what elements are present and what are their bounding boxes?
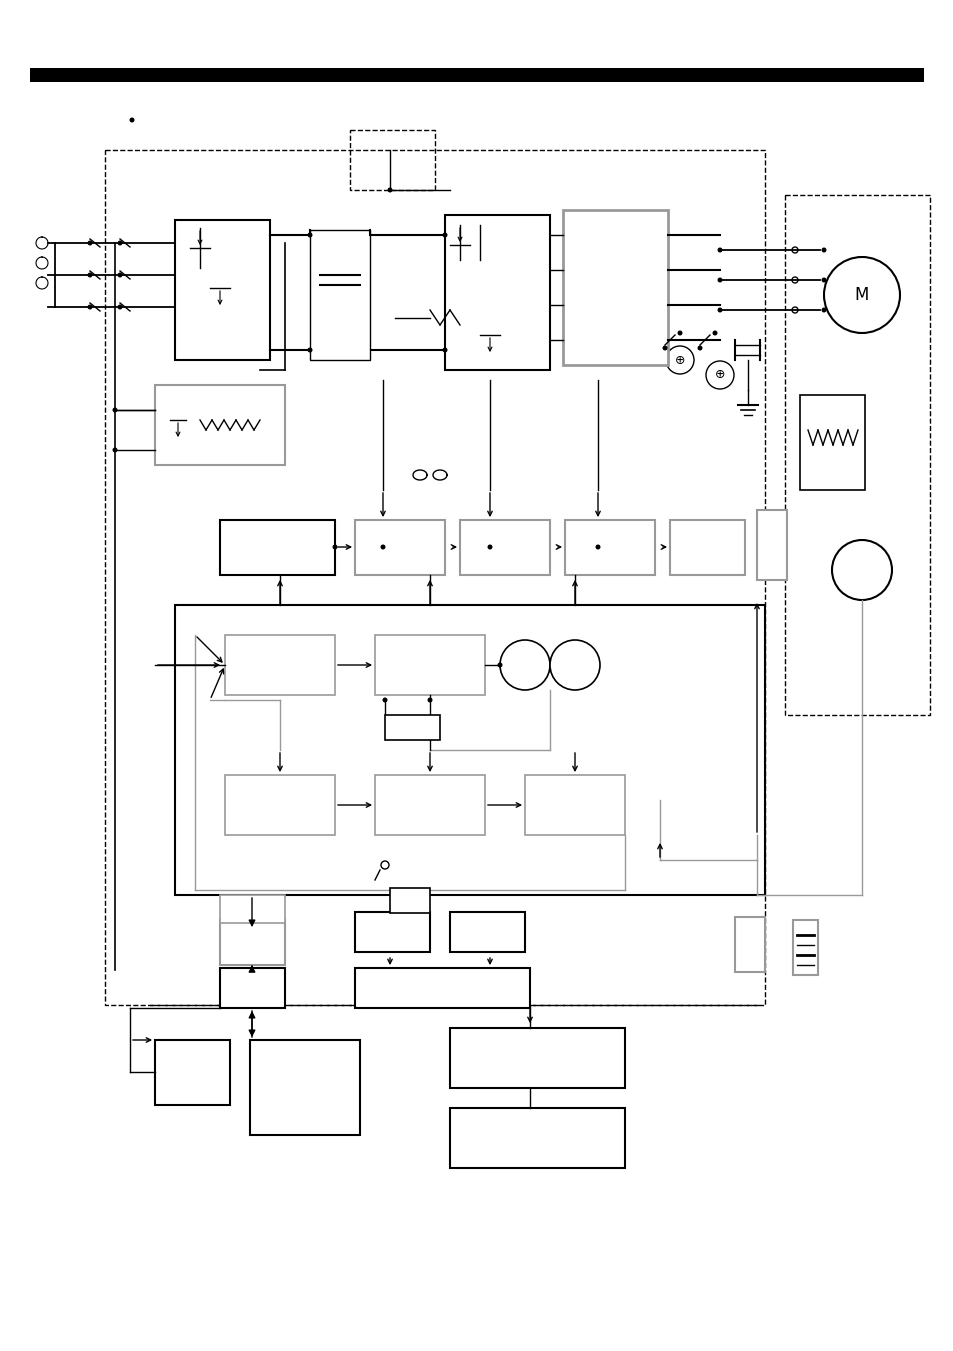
Circle shape xyxy=(677,331,681,335)
Bar xyxy=(800,394,864,490)
Circle shape xyxy=(595,544,599,550)
Bar xyxy=(174,605,764,894)
Circle shape xyxy=(661,346,667,350)
Bar xyxy=(310,230,370,359)
Circle shape xyxy=(427,697,432,703)
Bar xyxy=(444,215,550,370)
Bar xyxy=(355,912,430,952)
Bar xyxy=(562,209,667,365)
Circle shape xyxy=(821,277,825,282)
Circle shape xyxy=(333,544,337,550)
Bar xyxy=(375,775,484,835)
Circle shape xyxy=(712,331,717,335)
Circle shape xyxy=(442,232,447,238)
Bar xyxy=(375,635,484,694)
Bar xyxy=(385,715,439,740)
Circle shape xyxy=(717,308,721,312)
Bar xyxy=(355,520,444,576)
Circle shape xyxy=(499,640,550,690)
Bar xyxy=(450,1028,624,1088)
Circle shape xyxy=(831,540,891,600)
Circle shape xyxy=(112,447,117,453)
Bar xyxy=(225,635,335,694)
Circle shape xyxy=(307,232,313,238)
Circle shape xyxy=(697,346,701,350)
Bar xyxy=(105,150,764,1005)
Bar xyxy=(220,520,335,576)
Circle shape xyxy=(717,247,721,253)
Bar xyxy=(784,195,929,715)
Circle shape xyxy=(382,697,387,703)
Circle shape xyxy=(88,304,92,309)
Circle shape xyxy=(117,304,122,309)
Bar xyxy=(757,509,786,580)
Circle shape xyxy=(380,861,389,869)
Bar xyxy=(174,220,270,359)
Circle shape xyxy=(705,361,733,389)
Circle shape xyxy=(823,257,899,332)
Bar xyxy=(734,917,764,971)
Circle shape xyxy=(665,346,693,374)
Circle shape xyxy=(821,247,825,253)
Bar xyxy=(524,775,624,835)
Circle shape xyxy=(88,240,92,246)
Circle shape xyxy=(88,273,92,277)
Circle shape xyxy=(717,277,721,282)
Circle shape xyxy=(821,308,825,312)
Circle shape xyxy=(442,347,447,353)
Bar xyxy=(220,894,285,923)
Bar xyxy=(450,1108,624,1169)
Bar xyxy=(792,920,817,975)
Circle shape xyxy=(387,188,392,192)
Text: M: M xyxy=(854,286,868,304)
Bar xyxy=(154,1040,230,1105)
Circle shape xyxy=(112,408,117,412)
Text: ⊕: ⊕ xyxy=(714,369,724,381)
Circle shape xyxy=(497,662,502,667)
Bar xyxy=(30,68,923,82)
Bar xyxy=(220,969,285,1008)
Bar xyxy=(390,888,430,913)
Circle shape xyxy=(550,640,599,690)
Bar xyxy=(355,969,530,1008)
Circle shape xyxy=(791,247,797,253)
Bar xyxy=(459,520,550,576)
Bar xyxy=(350,130,435,190)
Text: ⊕: ⊕ xyxy=(674,354,684,366)
Circle shape xyxy=(487,544,492,550)
Bar xyxy=(564,520,655,576)
Bar xyxy=(225,775,335,835)
Bar xyxy=(154,385,285,465)
Circle shape xyxy=(117,273,122,277)
Circle shape xyxy=(117,240,122,246)
Bar xyxy=(220,920,285,965)
Bar xyxy=(450,912,524,952)
Circle shape xyxy=(791,277,797,282)
Circle shape xyxy=(307,347,313,353)
Bar xyxy=(669,520,744,576)
Circle shape xyxy=(791,307,797,313)
Bar xyxy=(250,1040,359,1135)
Circle shape xyxy=(130,118,134,123)
Circle shape xyxy=(380,544,385,550)
